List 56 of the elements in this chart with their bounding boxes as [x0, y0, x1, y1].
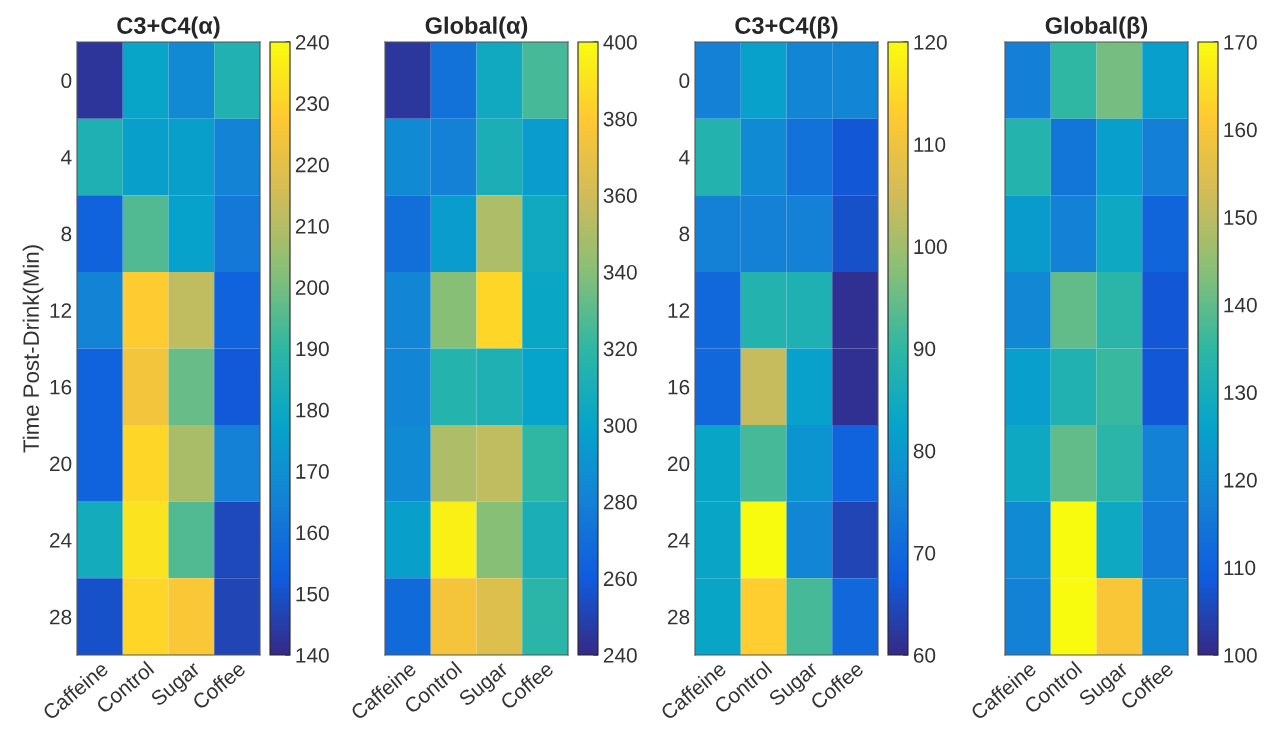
- color-bar-label: 140: [296, 648, 329, 663]
- color-bar-label: 160: [296, 525, 329, 541]
- color-bar-label: 360: [603, 188, 637, 203]
- color-bar-label: 130: [1224, 385, 1257, 401]
- color-bar-label: 280: [603, 494, 637, 510]
- color-bar-label: 110: [914, 137, 946, 152]
- color-bar-label: 100: [1224, 648, 1257, 663]
- color-bar-label: 90: [913, 341, 936, 357]
- color-bar-label: 150: [296, 586, 329, 602]
- color-bar-label: 340: [603, 264, 637, 280]
- y-tick-label: 20: [50, 456, 72, 472]
- y-tick-label: 12: [668, 303, 690, 318]
- color-bar-label: 240: [603, 648, 637, 663]
- color-bar-label: 190: [296, 341, 329, 357]
- color-bar-label: 320: [603, 341, 637, 357]
- y-tick-label: 0: [679, 73, 690, 89]
- y-tick-label: 24: [50, 533, 72, 548]
- y-tick-label: 4: [61, 150, 72, 165]
- y-tick-label: 16: [668, 379, 690, 395]
- color-bar-label: 220: [295, 157, 329, 173]
- chart-title: C3+C4(β): [735, 16, 838, 39]
- color-bar-label: 160: [1224, 122, 1257, 138]
- color-bar-label: 150: [1224, 210, 1257, 225]
- color-bar-label: 380: [603, 111, 637, 127]
- color-bar-label: 170: [1224, 35, 1257, 50]
- color-bar-label: 110: [1224, 560, 1256, 576]
- color-bar-label: 300: [603, 418, 637, 433]
- color-bar-label: 140: [1224, 297, 1257, 313]
- color-bar-label: 170: [296, 464, 329, 479]
- y-tick-label: 0: [61, 73, 72, 89]
- color-bar-label: 230: [295, 96, 329, 112]
- color-bar-label: 180: [296, 402, 329, 418]
- color-bar-label: 400: [603, 35, 637, 50]
- y-tick-label: 16: [50, 379, 72, 395]
- y-tick-label: 4: [679, 150, 690, 165]
- y-tick-label: 8: [61, 226, 72, 242]
- color-bar-label: 120: [914, 35, 947, 50]
- y-tick-label: 8: [679, 226, 690, 242]
- color-bar-label: 200: [295, 280, 329, 295]
- color-bar-label: 240: [295, 35, 329, 50]
- chart-title: C3+C4(α): [117, 16, 220, 39]
- y-tick-label: 28: [50, 609, 72, 625]
- color-bar-label: 60: [913, 648, 936, 663]
- y-axis-title: Time Post-Drink(Min): [22, 245, 44, 453]
- y-tick-label: 24: [668, 533, 690, 548]
- chart-title: Global(α): [425, 16, 528, 39]
- color-bar-label: 260: [603, 571, 637, 587]
- color-bar-label: 80: [913, 443, 936, 459]
- color-bar-label: 70: [913, 545, 936, 561]
- color-bar-label: 210: [295, 218, 329, 234]
- y-tick-label: 12: [50, 303, 72, 318]
- chart-title: Global(β): [1045, 16, 1148, 39]
- y-tick-label: 20: [668, 456, 690, 472]
- color-bar-label: 100: [914, 239, 947, 255]
- y-tick-label: 28: [668, 609, 690, 625]
- color-bar-label: 120: [1224, 472, 1257, 488]
